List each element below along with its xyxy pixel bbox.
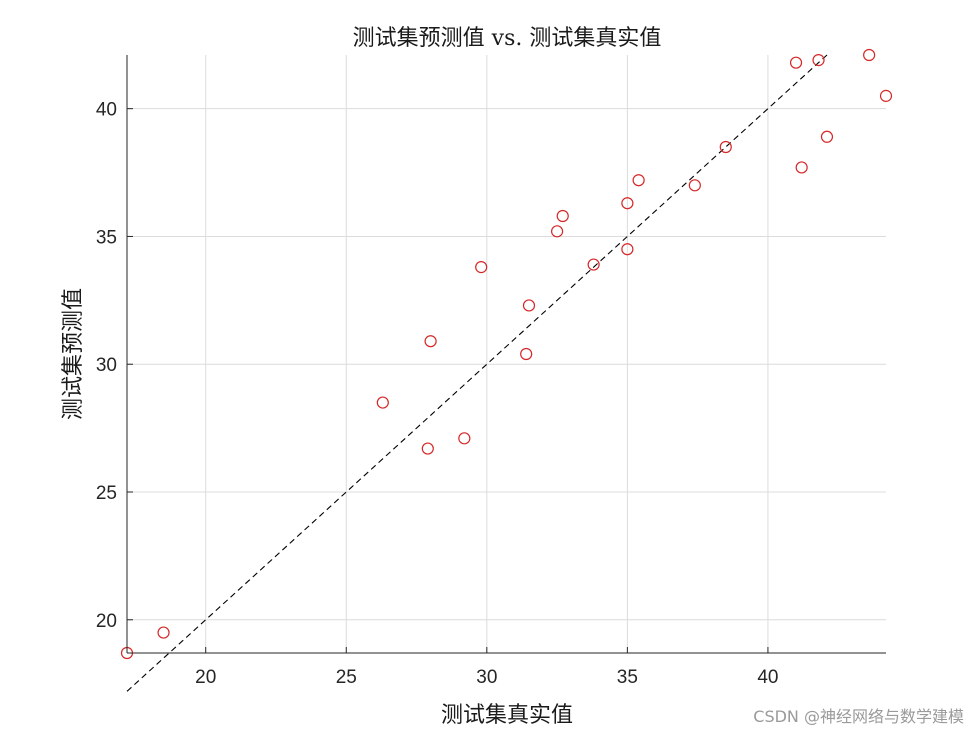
x-tick-label: 40: [757, 667, 778, 688]
data-point: [458, 432, 471, 445]
x-tick-label: 25: [336, 667, 357, 688]
reference-line: [126, 54, 828, 692]
data-points: [120, 48, 893, 660]
x-tick-label: 30: [476, 667, 497, 688]
data-point: [632, 174, 645, 187]
tick-labels: 20 25 30 35 40 20 25 30 35 40: [96, 100, 779, 688]
data-point: [421, 442, 434, 455]
y-tick-label: 20: [96, 611, 117, 632]
chart-title: 测试集预测值 vs. 测试集真实值: [353, 26, 662, 51]
y-axis-label: 测试集预测值: [61, 288, 86, 420]
x-tick-label: 20: [195, 667, 216, 688]
y-tick-label: 30: [96, 355, 117, 376]
data-point: [789, 56, 803, 69]
data-point: [879, 89, 893, 102]
data-point: [157, 626, 170, 639]
y-tick-label: 35: [96, 227, 117, 248]
x-tick-label: 35: [617, 667, 638, 688]
data-point: [820, 130, 834, 143]
data-point: [522, 299, 536, 312]
data-point: [424, 335, 437, 348]
data-point: [795, 161, 808, 174]
data-point: [863, 48, 876, 62]
data-point: [475, 261, 488, 274]
y-tick-label: 40: [96, 100, 117, 121]
data-point: [812, 54, 825, 67]
x-axis-label: 测试集真实值: [441, 703, 573, 728]
y-tick-label: 25: [96, 483, 117, 504]
data-point: [556, 209, 569, 223]
data-point: [376, 396, 389, 409]
axes: [126, 55, 886, 654]
reference-dashed-line: [126, 54, 828, 692]
data-point: [587, 258, 600, 271]
grid: [127, 55, 886, 653]
data-point: [621, 197, 634, 210]
watermark: CSDN @神经网络与数学建模: [753, 707, 964, 726]
data-point: [688, 179, 701, 192]
data-point: [621, 243, 634, 256]
data-point: [719, 140, 732, 154]
data-point: [520, 347, 533, 361]
data-point: [550, 225, 564, 238]
